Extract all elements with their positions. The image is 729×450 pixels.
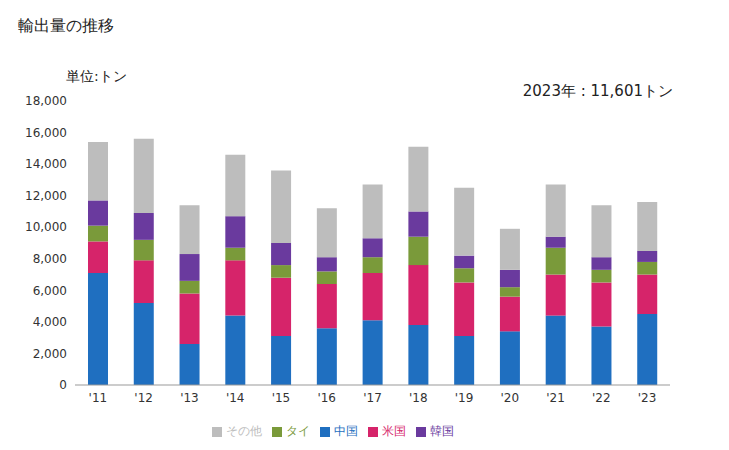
html-text:単位:トン: 単位:トン xyxy=(66,68,127,84)
svg-text:18,000: 18,000 xyxy=(25,94,67,108)
svg-text:12,000: 12,000 xyxy=(25,189,67,203)
svg-text:'17: '17 xyxy=(363,391,382,405)
html-text:韓国: 韓国 xyxy=(429,424,454,438)
svg-text:'21: '21 xyxy=(546,391,565,405)
svg-text:2,000: 2,000 xyxy=(33,347,67,361)
svg-text:'11: '11 xyxy=(89,391,108,405)
svg-text:'16: '16 xyxy=(317,391,336,405)
html-text:米国: 米国 xyxy=(381,424,406,438)
svg-text:'15: '15 xyxy=(272,391,291,405)
svg-text:'22: '22 xyxy=(592,391,611,405)
svg-text:14,000: 14,000 xyxy=(25,157,67,171)
html-text:中国: 中国 xyxy=(333,424,358,438)
svg-text:8,000: 8,000 xyxy=(33,252,67,266)
html-text:その他: その他 xyxy=(225,424,262,438)
svg-text:'14: '14 xyxy=(226,391,245,405)
svg-text:16,000: 16,000 xyxy=(25,126,67,140)
html-text:タイ: タイ xyxy=(285,424,310,438)
html-text:輸出量の推移: 輸出量の推移 xyxy=(18,16,114,35)
svg-text:10,000: 10,000 xyxy=(25,220,67,234)
svg-text:0: 0 xyxy=(59,378,67,392)
svg-text:'12: '12 xyxy=(134,391,153,405)
svg-text:'23: '23 xyxy=(638,391,657,405)
svg-text:'13: '13 xyxy=(180,391,199,405)
svg-text:4,000: 4,000 xyxy=(33,315,67,329)
svg-text:6,000: 6,000 xyxy=(33,284,67,298)
html-text:2023年 : 11,601トン: 2023年 : 11,601トン xyxy=(522,82,673,100)
svg-text:'18: '18 xyxy=(409,391,428,405)
svg-text:'19: '19 xyxy=(455,391,474,405)
svg-text:'20: '20 xyxy=(501,391,520,405)
